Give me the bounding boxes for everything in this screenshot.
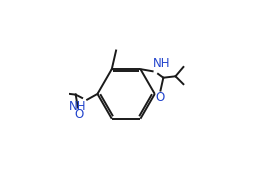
Text: O: O [74, 108, 84, 121]
Text: O: O [155, 91, 164, 104]
Text: NH: NH [69, 100, 87, 113]
Text: NH: NH [153, 57, 170, 70]
